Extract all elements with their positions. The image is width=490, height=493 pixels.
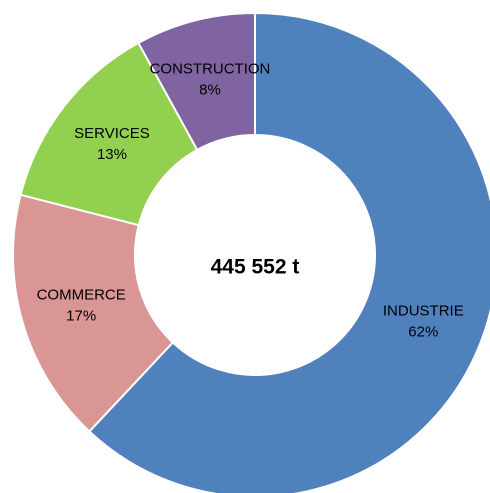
slice-category-label: CONSTRUCTION xyxy=(150,61,271,78)
slice-category-label: COMMERCE xyxy=(37,286,126,303)
slice-category-label: INDUSTRIE xyxy=(383,303,464,320)
slice-value-label: 62% xyxy=(408,324,438,341)
donut-slice xyxy=(87,11,490,493)
slice-value-label: 13% xyxy=(97,146,127,163)
slice-value-label: 8% xyxy=(199,82,221,99)
slice-value-label: 17% xyxy=(66,307,96,324)
slice-category-label: SERVICES xyxy=(74,125,150,142)
donut-slice xyxy=(137,11,256,152)
center-label: 445 552 t xyxy=(211,256,300,279)
donut-slice xyxy=(19,41,199,227)
donut-slice xyxy=(12,193,175,433)
